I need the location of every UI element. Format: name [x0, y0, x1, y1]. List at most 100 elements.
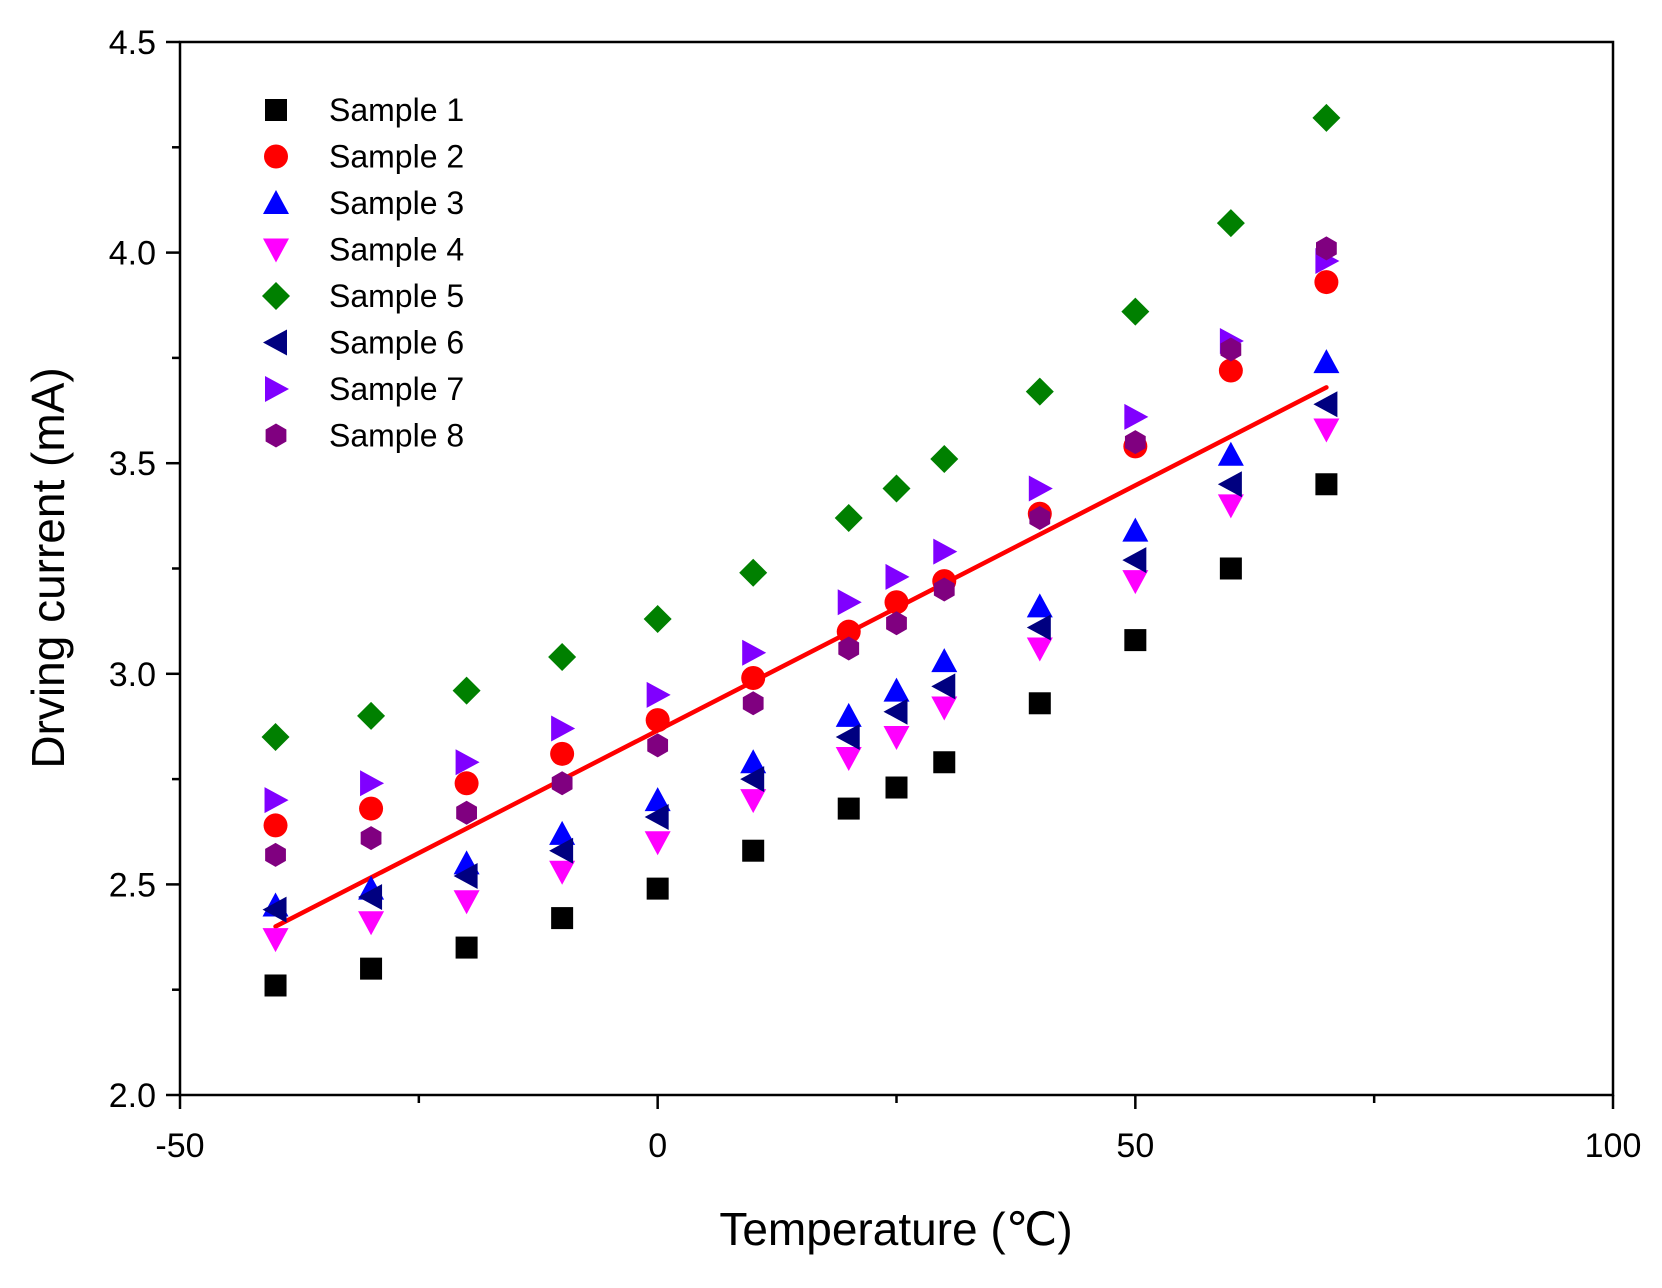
data-point — [931, 648, 958, 673]
data-point — [834, 503, 863, 532]
data-point — [263, 813, 288, 838]
data-point — [644, 804, 669, 831]
fit-line — [273, 385, 1329, 929]
y-tick-label: 3.0 — [109, 656, 156, 694]
series-6 — [262, 391, 1338, 923]
data-point — [454, 771, 479, 796]
data-point — [740, 749, 767, 774]
data-point — [883, 677, 910, 702]
data-point — [646, 681, 671, 708]
data-point — [883, 725, 910, 750]
legend-label: Sample 6 — [329, 325, 464, 361]
data-point — [1217, 471, 1242, 498]
data-point — [1315, 473, 1338, 496]
data-point — [551, 907, 574, 930]
legend-marker — [263, 329, 287, 356]
data-point — [883, 698, 908, 725]
data-point — [838, 636, 860, 661]
data-point — [1217, 494, 1244, 519]
data-point — [1216, 209, 1245, 238]
data-point — [933, 577, 955, 602]
data-point — [1124, 629, 1147, 652]
y-tick-label: 3.5 — [109, 445, 156, 483]
data-point — [739, 558, 768, 587]
data-point — [452, 676, 481, 705]
data-point — [455, 749, 480, 776]
data-point — [931, 696, 958, 721]
series-5 — [261, 103, 1341, 751]
data-point — [885, 563, 910, 590]
data-point — [742, 839, 765, 862]
data-point — [837, 797, 860, 820]
data-point — [1026, 637, 1053, 662]
data-point — [741, 666, 766, 691]
data-point — [742, 639, 767, 666]
y-tick-label: 2.0 — [109, 1077, 156, 1115]
series-8 — [265, 236, 1337, 867]
x-tick-label: -50 — [155, 1127, 204, 1165]
data-point — [550, 741, 575, 766]
fit-line-layer — [273, 385, 1329, 929]
x-tick-label: 100 — [1585, 1127, 1642, 1165]
data-point — [549, 820, 576, 845]
data-point — [357, 701, 386, 730]
data-point — [643, 605, 672, 634]
data-point — [645, 708, 670, 733]
data-point — [1028, 692, 1051, 715]
data-point — [453, 862, 478, 889]
legend-label: Sample 3 — [329, 185, 464, 221]
data-point — [1025, 377, 1054, 406]
data-point — [1122, 547, 1147, 574]
data-point — [551, 715, 576, 742]
series-1 — [264, 473, 1338, 997]
data-points — [261, 103, 1341, 997]
data-point — [1028, 475, 1053, 502]
data-point — [548, 642, 577, 671]
series-4 — [262, 418, 1340, 953]
data-point — [1313, 349, 1340, 374]
x-tick-label: 0 — [648, 1127, 667, 1165]
data-point — [455, 936, 478, 959]
data-point — [1026, 614, 1051, 641]
data-point — [837, 589, 862, 616]
data-point — [262, 928, 289, 953]
y-tick-label: 4.0 — [109, 235, 156, 273]
data-point — [885, 776, 908, 799]
legend-marker — [263, 238, 289, 263]
data-point — [453, 890, 480, 915]
legend-marker — [265, 376, 289, 402]
data-point — [836, 619, 861, 644]
data-point — [1026, 593, 1053, 618]
data-point — [644, 787, 671, 812]
data-point — [360, 957, 383, 980]
data-point — [359, 796, 384, 821]
data-point — [1121, 297, 1150, 326]
data-point — [549, 860, 576, 885]
legend-marker — [262, 282, 290, 310]
data-point — [835, 723, 860, 750]
data-point — [742, 691, 764, 716]
data-point — [358, 911, 385, 936]
legend-marker — [264, 144, 288, 169]
data-point — [1122, 570, 1149, 595]
data-point — [1218, 358, 1243, 383]
data-point — [360, 826, 382, 851]
data-point — [740, 789, 767, 814]
data-point — [1029, 505, 1051, 530]
data-point — [933, 751, 956, 774]
data-point — [358, 884, 383, 911]
data-point — [835, 702, 862, 727]
data-point — [835, 747, 862, 772]
data-point — [933, 538, 958, 565]
data-point — [261, 722, 290, 751]
data-point — [930, 444, 959, 473]
data-point — [264, 787, 289, 814]
data-point — [931, 673, 956, 700]
data-point — [1314, 270, 1339, 295]
y-tick-label: 2.5 — [109, 866, 156, 904]
data-point — [264, 974, 287, 997]
data-point — [1124, 430, 1146, 455]
data-point — [647, 733, 669, 758]
y-axis-title: Drving current (mA) — [22, 367, 74, 768]
